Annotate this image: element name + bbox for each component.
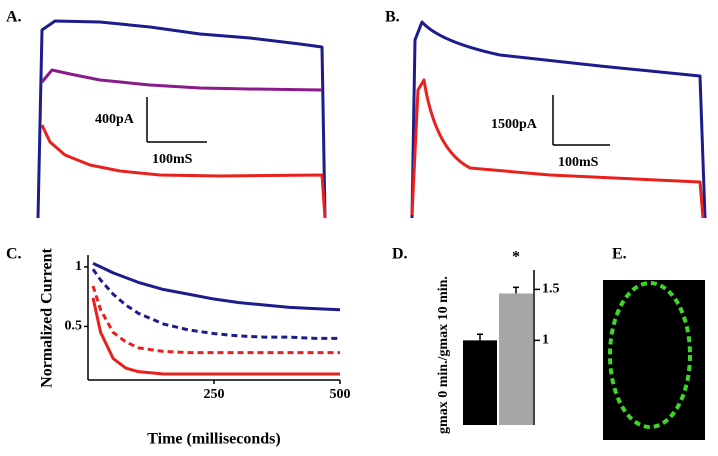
curve [91, 285, 340, 355]
y-tick-label: 1.5 [542, 282, 560, 297]
panel-label: D. [392, 246, 408, 263]
cell-membrane [608, 281, 692, 429]
y-tick-label: 0.5 [65, 319, 83, 334]
trace [40, 68, 323, 92]
trace [410, 20, 707, 219]
x-tick-label: 250 [204, 387, 225, 402]
bar [463, 340, 497, 425]
y-axis-label: gmax 0 min./gmax 10 min. [436, 276, 451, 434]
significance: * [512, 249, 520, 266]
curve [91, 268, 340, 340]
scale-label: 400pA [95, 112, 135, 127]
trace [36, 19, 327, 219]
y-tick-label: 1 [542, 333, 549, 348]
scale-label: 100mS [558, 155, 599, 170]
panel-label: B. [385, 9, 400, 26]
curve [91, 297, 340, 376]
panel-label: A. [6, 9, 22, 26]
x-axis-label: Time (milliseconds) [147, 431, 280, 448]
x-tick-label: 500 [330, 387, 351, 402]
panel-label: E. [612, 246, 627, 263]
curve [92, 261, 341, 312]
scale-label: 1500pA [491, 117, 538, 132]
bar [499, 293, 533, 425]
scale-label: 100mS [152, 152, 193, 167]
trace [40, 124, 327, 219]
y-tick-label: 1 [75, 259, 82, 274]
panel-label: C. [6, 246, 22, 263]
y-axis-label: Normalized Current [39, 247, 56, 387]
trace [410, 78, 705, 219]
